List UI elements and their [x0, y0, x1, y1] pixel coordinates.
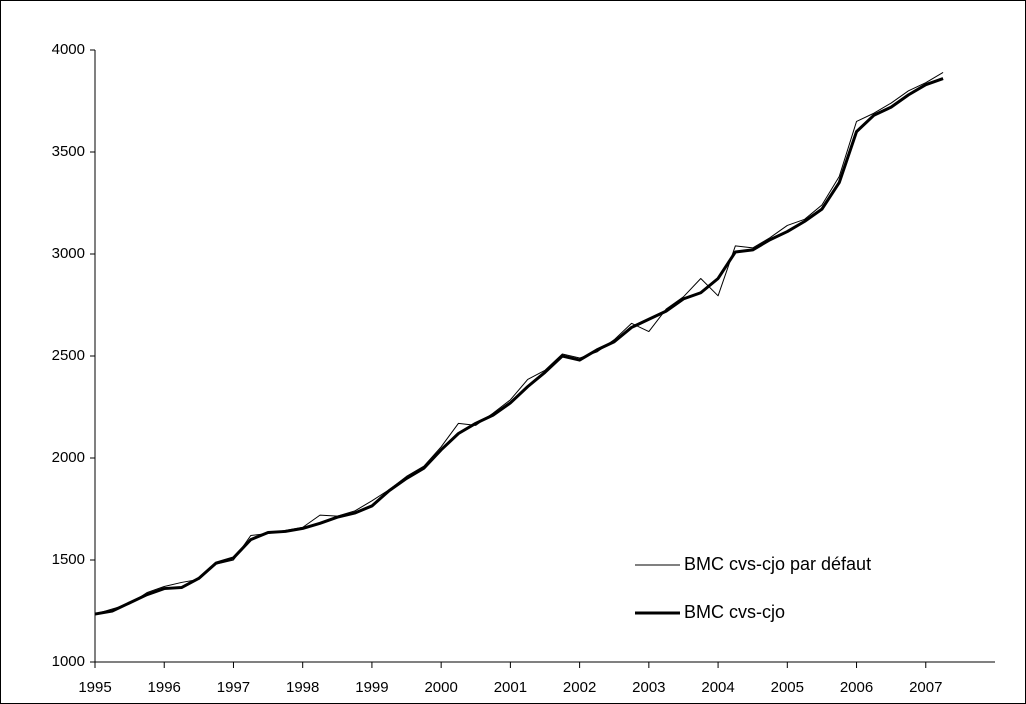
- x-tick-label: 1996: [148, 679, 181, 696]
- y-tick-label: 2000: [52, 449, 85, 466]
- legend-label: BMC cvs-cjo par défaut: [684, 554, 871, 574]
- x-tick-label: 1997: [217, 679, 250, 696]
- y-tick-label: 1500: [52, 551, 85, 568]
- line-series: [94, 77, 944, 616]
- x-tick-label: 1995: [78, 679, 111, 696]
- y-tick-label: 3500: [52, 143, 85, 160]
- x-tick-label: 1999: [355, 679, 388, 696]
- x-tick-label: 2003: [632, 679, 665, 696]
- x-tick-label: 2005: [771, 679, 804, 696]
- x-tick-label: 2007: [909, 679, 942, 696]
- y-tick-label: 2500: [52, 347, 85, 364]
- y-tick-label: 3000: [52, 245, 85, 262]
- x-tick-label: 2004: [701, 679, 734, 696]
- legend-label: BMC cvs-cjo: [684, 602, 785, 622]
- x-tick-label: 2006: [840, 679, 873, 696]
- x-tick-label: 1998: [286, 679, 319, 696]
- x-tick-label: 2001: [494, 679, 527, 696]
- y-tick-label: 1000: [52, 653, 85, 670]
- y-tick-label: 4000: [52, 41, 85, 58]
- x-tick-label: 2002: [563, 679, 596, 696]
- x-tick-label: 2000: [424, 679, 457, 696]
